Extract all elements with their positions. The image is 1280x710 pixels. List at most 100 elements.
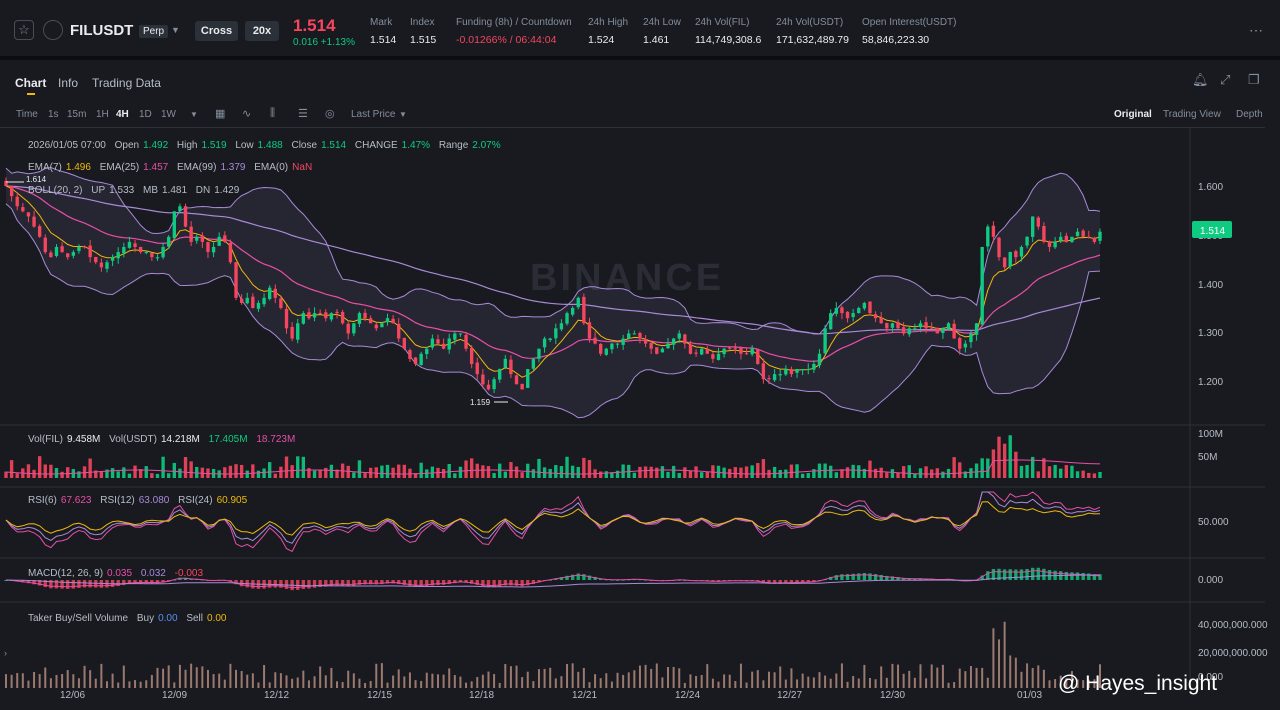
volume-bar (610, 472, 614, 478)
taker-bar (767, 671, 770, 688)
candle-body (930, 328, 934, 330)
taker-bar (21, 673, 24, 688)
interval-1w[interactable]: 1W (161, 109, 176, 120)
volume-bar (1030, 456, 1035, 478)
taker-bar (975, 667, 978, 688)
view-depth[interactable]: Depth (1236, 109, 1263, 120)
tab-info[interactable]: Info (58, 76, 79, 90)
candle-body (189, 226, 193, 242)
macd-bar (576, 573, 580, 580)
taker-bar (195, 667, 198, 688)
macd-bar (1036, 567, 1040, 580)
volume-legend: Vol(FIL) 9.458M Vol(USDT) 14.218M 17.405M … (28, 434, 295, 445)
macd-bar (559, 577, 564, 580)
candle-body (161, 246, 165, 258)
expand-icon[interactable]: ⤢ (1220, 72, 1231, 87)
taker-bar (465, 682, 468, 688)
interval-1h[interactable]: 1H (96, 109, 109, 120)
settings-icon[interactable]: ☰ (298, 108, 308, 120)
volume-bar (312, 470, 317, 478)
candle-body (559, 323, 564, 330)
candle-body (946, 323, 951, 330)
taker-bar (425, 672, 428, 688)
taker-bar (240, 671, 243, 688)
macd-bar (772, 580, 777, 584)
interval-1s[interactable]: 1s (48, 109, 59, 120)
volume-bar (750, 465, 754, 478)
indicator-icon[interactable]: ∿ (242, 108, 252, 120)
taker-bar (655, 663, 658, 688)
candle-body (509, 359, 513, 375)
volume-bar (144, 466, 148, 478)
macd-bar (537, 580, 541, 583)
volume-bar (795, 464, 799, 478)
volume-bar (1014, 451, 1018, 478)
price-type-select[interactable]: Last Price (351, 109, 396, 120)
volume-bar (576, 466, 580, 478)
rsi24-line (5, 501, 1101, 536)
date-tick: 12/09 (162, 690, 187, 701)
calendar-icon[interactable]: ▦ (215, 108, 226, 120)
chevron-down-icon[interactable]: ▼ (171, 25, 180, 35)
volume-bar (834, 472, 839, 478)
more-icon[interactable]: ⋯ (1249, 22, 1264, 38)
taker-bar (128, 681, 131, 688)
taker-bar (509, 666, 512, 688)
taker-bar (66, 670, 69, 688)
taker-bar (812, 677, 815, 688)
star-icon[interactable]: ☆ (14, 20, 34, 40)
candle-body (49, 252, 53, 258)
taker-bar (100, 663, 103, 688)
volume-bar (441, 469, 446, 478)
bell-icon[interactable]: 🔔︎ (1192, 72, 1209, 87)
candle-body (772, 374, 777, 381)
macd-bar (296, 580, 300, 590)
price-type-chevron-icon[interactable]: ▼ (399, 110, 407, 119)
volume-bar (228, 465, 233, 478)
symbol-title[interactable]: FILUSDT (70, 22, 134, 39)
volume-bar (402, 464, 407, 478)
view-trading-view[interactable]: Trading View (1163, 109, 1221, 120)
volume-bar (262, 468, 266, 478)
taker-tick: 20,000,000.000 (1198, 648, 1268, 659)
tab-chart[interactable]: Chart (15, 76, 47, 90)
taker-bar (49, 678, 52, 688)
candle-body (615, 343, 620, 345)
volume-bar (329, 464, 334, 478)
candle-body (711, 354, 715, 359)
taker-bar (543, 668, 546, 688)
target-icon[interactable]: ◎ (325, 108, 335, 120)
interval-dropdown-icon[interactable]: ▼ (190, 110, 198, 119)
taker-bar (178, 664, 181, 688)
leverage-button[interactable]: 20x (245, 21, 279, 41)
interval-4h[interactable]: 4H (116, 109, 129, 120)
taker-bar (229, 663, 232, 688)
taker-bar (94, 678, 97, 688)
candles (4, 177, 1102, 393)
margin-mode-button[interactable]: Cross (195, 21, 238, 41)
taker-bar (779, 666, 782, 688)
macd-bar (1092, 574, 1097, 580)
tab-trading-data[interactable]: Trading Data (92, 76, 161, 90)
macd-histogram (4, 567, 1102, 591)
interval-1d[interactable]: 1D (139, 109, 152, 120)
macd-bar (475, 580, 479, 585)
popout-icon[interactable]: ❐ (1248, 72, 1260, 87)
macd-bar (498, 580, 502, 587)
candle-body (570, 308, 575, 315)
candle-body (728, 347, 732, 349)
macd-bar (1081, 572, 1085, 580)
candle-type-icon[interactable]: ⫼ (270, 107, 276, 119)
volume-bar (969, 468, 973, 478)
macd-bar (385, 580, 390, 584)
candle-body (655, 347, 659, 354)
collapse-arrow-icon[interactable]: › (4, 648, 7, 658)
volume-bar (963, 471, 968, 478)
stat-funding[interactable]: Funding (8h) / Countdown -0.01266% / 06:4… (456, 17, 572, 46)
interval-15m[interactable]: 15m (67, 109, 87, 120)
view-original[interactable]: Original (1114, 109, 1152, 120)
interval-time[interactable]: Time (16, 109, 38, 120)
macd-bar (851, 573, 855, 580)
taker-bar (700, 675, 703, 688)
